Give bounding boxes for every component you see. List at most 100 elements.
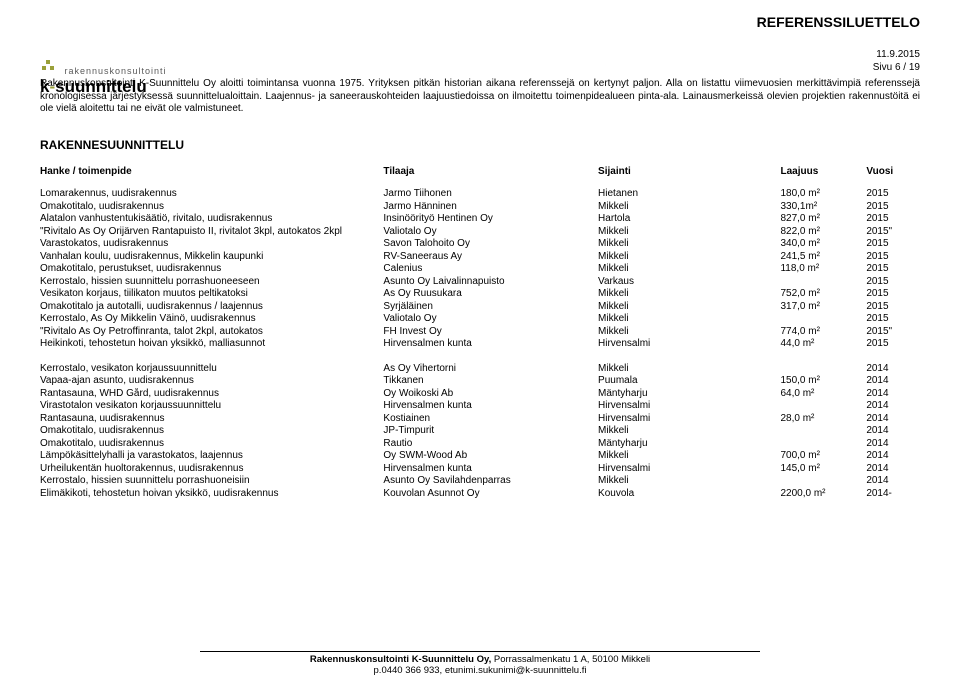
header-row: REFERENSSILUETTELO (40, 14, 920, 30)
document-date: 11.9.2015 (40, 48, 920, 61)
cell-laajuus: 822,0 m² (780, 226, 866, 239)
cell-tilaaja: RV-Saneeraus Ay (383, 251, 598, 264)
cell-tilaaja: Oy SWM-Wood Ab (383, 450, 598, 463)
cell-tilaaja: JP-Timpurit (383, 425, 598, 438)
cell-sijainti: Mikkeli (598, 238, 780, 251)
cell-tilaaja: Jarmo Hänninen (383, 201, 598, 214)
cell-sijainti: Mikkeli (598, 288, 780, 301)
cell-tilaaja: As Oy Vihertorni (383, 363, 598, 376)
cell-sijainti: Mikkeli (598, 363, 780, 376)
cell-vuosi: 2014 (866, 400, 920, 413)
date-block: 11.9.2015 Sivu 6 / 19 (40, 48, 920, 74)
cell-vuosi: 2015 (866, 301, 920, 314)
cell-vuosi: 2015 (866, 201, 920, 214)
cell-laajuus: 774,0 m² (780, 326, 866, 339)
cell-toimenpide: Kerrostalo, vesikaton korjaussuunnittelu (40, 363, 383, 376)
cell-vuosi: 2015 (866, 276, 920, 289)
cell-sijainti: Mikkeli (598, 450, 780, 463)
cell-laajuus: 827,0 m² (780, 213, 866, 226)
table-row: "Rivitalo As Oy Petroffinranta, talot 2k… (40, 326, 920, 339)
cell-toimenpide: Elimäkikoti, tehostetun hoivan yksikkö, … (40, 488, 383, 501)
cell-toimenpide: Lomarakennus, uudisrakennus (40, 188, 383, 201)
cell-vuosi: 2014 (866, 425, 920, 438)
cell-vuosi: 2015 (866, 213, 920, 226)
footer-company: Rakennuskonsultointi K-Suunnittelu Oy, (310, 654, 491, 665)
cell-tilaaja: Kouvolan Asunnot Oy (383, 488, 598, 501)
cell-sijainti: Hirvensalmi (598, 463, 780, 476)
cell-toimenpide: Omakotitalo, perustukset, uudisrakennus (40, 263, 383, 276)
table-row: Omakotitalo, perustukset, uudisrakennusC… (40, 263, 920, 276)
cell-vuosi: 2015 (866, 338, 920, 351)
cell-vuosi: 2014 (866, 475, 920, 488)
cell-tilaaja: As Oy Ruusukara (383, 288, 598, 301)
cell-toimenpide: Kerrostalo, hissien suunnittelu porrashu… (40, 475, 383, 488)
cell-sijainti: Hietanen (598, 188, 780, 201)
cell-laajuus: 700,0 m² (780, 450, 866, 463)
cell-sijainti: Mikkeli (598, 263, 780, 276)
cell-laajuus (780, 363, 866, 376)
cell-laajuus: 752,0 m² (780, 288, 866, 301)
cell-tilaaja: Hirvensalmen kunta (383, 463, 598, 476)
cell-laajuus: 44,0 m² (780, 338, 866, 351)
cell-sijainti: Hartola (598, 213, 780, 226)
cell-laajuus (780, 425, 866, 438)
cell-laajuus (780, 276, 866, 289)
cell-sijainti: Mikkeli (598, 301, 780, 314)
cell-vuosi: 2015" (866, 226, 920, 239)
cell-vuosi: 2015 (866, 238, 920, 251)
cell-tilaaja: Jarmo Tiihonen (383, 188, 598, 201)
cell-vuosi: 2015 (866, 263, 920, 276)
table-row: Virastotalon vesikaton korjaussuunnittel… (40, 400, 920, 413)
cell-laajuus: 28,0 m² (780, 413, 866, 426)
cell-toimenpide: Omakotitalo, uudisrakennus (40, 438, 383, 451)
cell-vuosi: 2014 (866, 438, 920, 451)
cell-sijainti: Kouvola (598, 488, 780, 501)
intro-text: Rakennuskonsultointi K-Suunnittelu Oy al… (40, 78, 920, 116)
table-group-gap (40, 351, 920, 363)
table-body: Lomarakennus, uudisrakennusJarmo Tiihone… (40, 188, 920, 500)
cell-laajuus: 118,0 m² (780, 263, 866, 276)
cell-tilaaja: Asunto Oy Savilahdenparras (383, 475, 598, 488)
table-row: Lomarakennus, uudisrakennusJarmo Tiihone… (40, 188, 920, 201)
cell-toimenpide: Vapaa-ajan asunto, uudisrakennus (40, 375, 383, 388)
table-row: Kerrostalo, As Oy Mikkelin Väinö, uudisr… (40, 313, 920, 326)
footer: Rakennuskonsultointi K-Suunnittelu Oy, P… (0, 651, 960, 676)
table-row: Omakotitalo ja autotalli, uudisrakennus … (40, 301, 920, 314)
cell-sijainti: Puumala (598, 375, 780, 388)
cell-vuosi: 2014 (866, 413, 920, 426)
table-row: Alatalon vanhustentukisäätiö, rivitalo, … (40, 213, 920, 226)
cell-tilaaja: Tikkanen (383, 375, 598, 388)
footer-contact: p.0440 366 933, etunimi.sukunimi@k-suunn… (0, 665, 960, 676)
cell-tilaaja: Valiotalo Oy (383, 313, 598, 326)
cell-sijainti: Hirvensalmi (598, 400, 780, 413)
cell-tilaaja: Savon Talohoito Oy (383, 238, 598, 251)
table-row: Omakotitalo, uudisrakennusJarmo Hänninen… (40, 201, 920, 214)
cell-laajuus (780, 475, 866, 488)
cell-vuosi: 2015" (866, 326, 920, 339)
table-row: Vanhalan koulu, uudisrakennus, Mikkelin … (40, 251, 920, 264)
table-row: Kerrostalo, vesikaton korjaussuunnittelu… (40, 363, 920, 376)
col-laajuus: Laajuus (780, 166, 866, 189)
cell-toimenpide: Rantasauna, uudisrakennus (40, 413, 383, 426)
cell-sijainti: Mikkeli (598, 251, 780, 264)
cell-sijainti: Mäntyharju (598, 438, 780, 451)
table-row: Vesikaton korjaus, tiilikaton muutos pel… (40, 288, 920, 301)
col-sijainti: Sijainti (598, 166, 780, 189)
cell-tilaaja: Kostiainen (383, 413, 598, 426)
cell-laajuus: 340,0 m² (780, 238, 866, 251)
cell-tilaaja: Valiotalo Oy (383, 226, 598, 239)
company-logo: rakennuskonsultointi k-suunnittelu (40, 58, 167, 96)
table-row: "Rivitalo As Oy Orijärven Rantapuisto II… (40, 226, 920, 239)
table-row: Varastokatos, uudisrakennusSavon Talohoi… (40, 238, 920, 251)
cell-laajuus: 241,5 m² (780, 251, 866, 264)
cell-toimenpide: Lämpökäsittelyhalli ja varastokatos, laa… (40, 450, 383, 463)
cell-tilaaja: Insinöörityö Hentinen Oy (383, 213, 598, 226)
cell-sijainti: Mikkeli (598, 201, 780, 214)
cell-laajuus (780, 438, 866, 451)
cell-laajuus: 145,0 m² (780, 463, 866, 476)
table-row: Heikinkoti, tehostetun hoivan yksikkö, m… (40, 338, 920, 351)
cell-vuosi: 2015 (866, 188, 920, 201)
cell-laajuus: 180,0 m² (780, 188, 866, 201)
cell-laajuus (780, 400, 866, 413)
document-page: REFERENSSILUETTELO rakennuskonsultointi … (0, 0, 960, 682)
